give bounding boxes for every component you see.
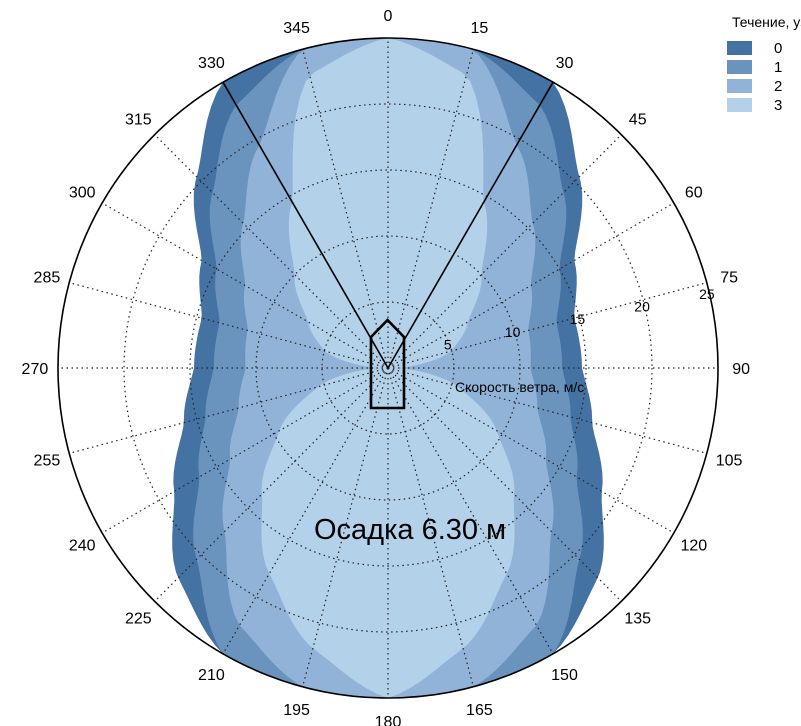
heading-sector-lines <box>222 81 554 369</box>
sector-line-330 <box>222 81 389 369</box>
grid-spoke-15 <box>387 49 474 369</box>
grid-spoke-210 <box>222 367 389 655</box>
legend-swatch-2 <box>727 79 752 93</box>
draft-annotation: Осадка 6.30 м <box>314 514 506 546</box>
angle-label-45: 45 <box>629 111 647 128</box>
radial-label-10: 10 <box>505 324 521 340</box>
legend-label-0: 0 <box>774 40 782 57</box>
angle-label-105: 105 <box>716 452 743 469</box>
grid-spoke-240 <box>101 367 389 534</box>
grid-spoke-75 <box>387 282 707 369</box>
grid-spoke-60 <box>387 202 675 369</box>
outer-boundary <box>57 37 719 699</box>
grid-circle-15 <box>189 169 587 567</box>
legend-label-1: 1 <box>774 59 782 76</box>
legend-swatch-3 <box>727 98 752 112</box>
angle-label-195: 195 <box>283 702 310 719</box>
grid-spoke-345 <box>302 49 389 369</box>
angle-label-90: 90 <box>732 361 750 378</box>
angle-label-345: 345 <box>283 20 310 37</box>
sector-line-30 <box>387 81 554 369</box>
radial-label-15: 15 <box>570 311 586 327</box>
legend: Течение, уз 0 1 2 3 <box>727 14 801 114</box>
angle-label-165: 165 <box>466 702 493 719</box>
grid-spoke-105 <box>387 367 707 454</box>
legend-label-2: 2 <box>774 78 782 95</box>
grid-spoke-195 <box>302 367 389 687</box>
legend-swatch-1 <box>727 60 752 74</box>
angle-label-315: 315 <box>125 111 152 128</box>
legend-label-3: 3 <box>774 97 782 114</box>
grid-spoke-120 <box>387 367 675 534</box>
grid-circle-10 <box>255 235 521 501</box>
angle-label-75: 75 <box>720 270 738 287</box>
angle-label-15: 15 <box>471 20 489 37</box>
angle-label-240: 240 <box>69 538 96 555</box>
radial-label-20: 20 <box>634 299 650 315</box>
angle-label-120: 120 <box>680 538 707 555</box>
angle-label-225: 225 <box>125 611 152 628</box>
radial-label-5: 5 <box>444 336 452 352</box>
grid-spoke-300 <box>101 202 389 369</box>
angle-label-0: 0 <box>384 8 393 25</box>
angle-tick-labels: 0153045607590105120135150165180195210225… <box>22 8 751 726</box>
grid-spoke-285 <box>69 282 389 369</box>
angle-label-135: 135 <box>624 611 651 628</box>
angle-label-30: 30 <box>556 55 574 72</box>
angle-label-285: 285 <box>34 270 61 287</box>
grid-circle-20 <box>123 103 653 633</box>
angle-label-255: 255 <box>34 452 61 469</box>
angle-label-180: 180 <box>375 714 402 726</box>
legend-title: Течение, уз <box>732 14 801 30</box>
angle-label-150: 150 <box>551 667 578 684</box>
radial-tick-labels: 5 10 15 20 25 <box>444 286 715 352</box>
angle-label-270: 270 <box>22 361 49 378</box>
ship-icon <box>369 318 406 410</box>
legend-swatch-0 <box>727 41 752 55</box>
angle-label-330: 330 <box>198 55 225 72</box>
radial-label-25: 25 <box>699 286 715 302</box>
angle-label-210: 210 <box>198 667 225 684</box>
grid-spoke-165 <box>387 367 474 687</box>
grid-spoke-255 <box>69 367 389 454</box>
angle-label-60: 60 <box>685 184 703 201</box>
ship-outline <box>369 318 406 410</box>
angle-label-300: 300 <box>69 184 96 201</box>
grid-spoke-150 <box>387 367 554 655</box>
radial-axis-label: Скорость ветра, м/с <box>455 379 584 395</box>
